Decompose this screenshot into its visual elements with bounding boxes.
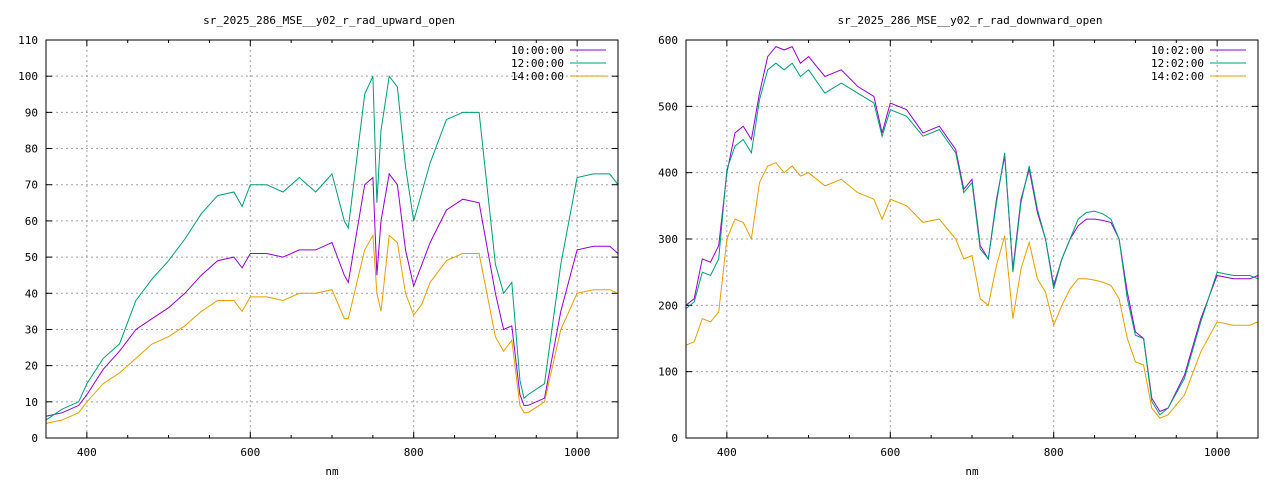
chart-panel-1: sr_2025_286_MSE__y02_r_rad_upward_open 0 1… (18, 14, 619, 478)
y-tick-label: 100 (658, 366, 678, 379)
x-axis-label: nm (325, 465, 339, 478)
legend-label: 10:02:00 (1151, 44, 1204, 57)
series-line-140000 (45, 233, 619, 424)
y-tick-label: 100 (18, 70, 38, 83)
y-tick-label: 200 (658, 299, 678, 312)
plot-border (685, 39, 1259, 439)
legend-label: 14:00:00 (511, 70, 564, 83)
chart-title: sr_2025_286_MSE__y02_r_rad_upward_open (203, 14, 455, 27)
y-tick-label: 50 (25, 251, 38, 264)
chart-panel-2: sr_2025_286_MSE__y02_r_rad_downward_open… (658, 14, 1259, 478)
series-line-100000 (45, 172, 619, 417)
x-tick-label: 800 (404, 446, 424, 459)
legend-label: 10:00:00 (511, 44, 564, 57)
y-tick-label: 600 (658, 34, 678, 47)
x-tick-label: 600 (240, 446, 260, 459)
y-tick-label: 20 (25, 360, 38, 373)
y-tick-label: 0 (31, 432, 38, 445)
legend-label: 12:00:00 (511, 57, 564, 70)
legend-label: 12:02:00 (1151, 57, 1204, 70)
chart-title: sr_2025_286_MSE__y02_r_rad_downward_open (838, 14, 1103, 27)
plot-border (45, 39, 619, 439)
y-tick-label: 60 (25, 215, 38, 228)
x-tick-label: 600 (880, 446, 900, 459)
y-tick-label: 300 (658, 233, 678, 246)
y-tick-label: 90 (25, 106, 38, 119)
y-tick-label: 400 (658, 167, 678, 180)
x-tick-label: 1000 (564, 446, 591, 459)
series-line-120200 (685, 62, 1259, 416)
x-axis-label: nm (965, 465, 979, 478)
y-tick-label: 40 (25, 287, 38, 300)
x-tick-label: 800 (1044, 446, 1064, 459)
y-tick-label: 500 (658, 100, 678, 113)
x-tick-label: 400 (77, 446, 97, 459)
legend-label: 14:02:00 (1151, 70, 1204, 83)
series-line-120000 (45, 74, 619, 421)
y-tick-label: 70 (25, 179, 38, 192)
y-tick-label: 10 (25, 396, 38, 409)
series-line-140200 (685, 162, 1259, 419)
x-tick-label: 1000 (1204, 446, 1231, 459)
x-tick-label: 400 (717, 446, 737, 459)
y-tick-label: 80 (25, 143, 38, 156)
y-tick-label: 30 (25, 323, 38, 336)
y-tick-label: 0 (671, 432, 678, 445)
series-line-100200 (685, 45, 1259, 413)
y-tick-label: 110 (18, 34, 38, 47)
